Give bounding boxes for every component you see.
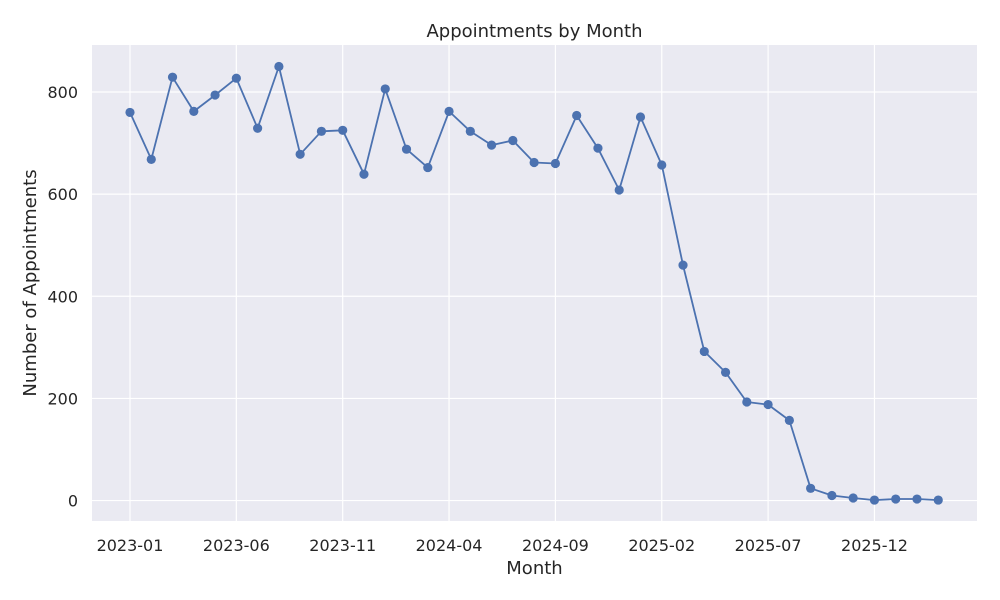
data-point	[912, 494, 922, 504]
y-gridlines	[92, 91, 977, 502]
data-point	[231, 73, 241, 83]
data-point	[827, 490, 837, 501]
data-point	[614, 185, 624, 195]
data-point	[465, 126, 475, 136]
x-tick-label: 2025-02	[628, 536, 695, 555]
data-point	[210, 90, 220, 100]
data-point	[529, 157, 539, 168]
x-gridlines	[129, 45, 876, 521]
y-tick-label: 800	[47, 83, 78, 102]
data-point	[380, 84, 390, 94]
data-point	[359, 169, 369, 179]
data-point	[635, 112, 646, 122]
data-point	[146, 154, 156, 165]
x-tick-label: 2023-01	[97, 536, 164, 555]
x-tick-label: 2024-09	[522, 536, 589, 555]
data-point	[657, 160, 667, 170]
data-point	[763, 399, 773, 410]
data-point	[869, 495, 880, 505]
data-point	[508, 135, 518, 146]
data-point	[572, 110, 582, 121]
data-point	[699, 346, 709, 357]
y-tick-label: 600	[47, 185, 78, 204]
x-tick-label: 2024-04	[416, 536, 483, 555]
x-tick-labels: 2023-01 2023-06 2023-11 2024-04 2024-09 2025-…	[97, 536, 908, 555]
data-point	[848, 493, 858, 503]
data-point	[806, 483, 816, 493]
data-point	[401, 144, 412, 154]
y-tick-labels: 0 200 400 600 800	[47, 83, 78, 511]
data-point	[933, 495, 943, 505]
data-point	[316, 126, 327, 136]
data-point	[189, 106, 199, 116]
plot-area	[92, 45, 977, 521]
data-point	[444, 106, 454, 116]
y-tick-label: 0	[68, 492, 78, 511]
x-tick-label: 2023-11	[309, 536, 376, 555]
x-axis-label: Month	[506, 558, 562, 579]
data-point	[784, 415, 794, 425]
data-points	[125, 61, 943, 505]
data-point	[167, 72, 178, 82]
x-tick-label: 2025-07	[735, 536, 802, 555]
data-point	[678, 260, 688, 270]
y-tick-label: 200	[47, 389, 78, 408]
data-point	[274, 61, 284, 72]
data-point	[720, 367, 731, 377]
data-point	[423, 162, 433, 173]
data-point	[338, 125, 348, 135]
data-point	[593, 143, 603, 153]
y-tick-label: 400	[47, 287, 78, 306]
data-point	[125, 107, 135, 118]
data-point	[742, 397, 752, 407]
data-point	[891, 494, 901, 504]
y-axis-label: Number of Appointments	[20, 169, 41, 396]
x-tick-label: 2023-06	[203, 536, 270, 555]
data-point	[550, 158, 561, 169]
chart-title: Appointments by Month	[426, 21, 642, 42]
data-point	[253, 123, 263, 133]
data-point	[486, 140, 497, 150]
x-tick-label: 2025-12	[841, 536, 908, 555]
data-point	[295, 149, 305, 159]
